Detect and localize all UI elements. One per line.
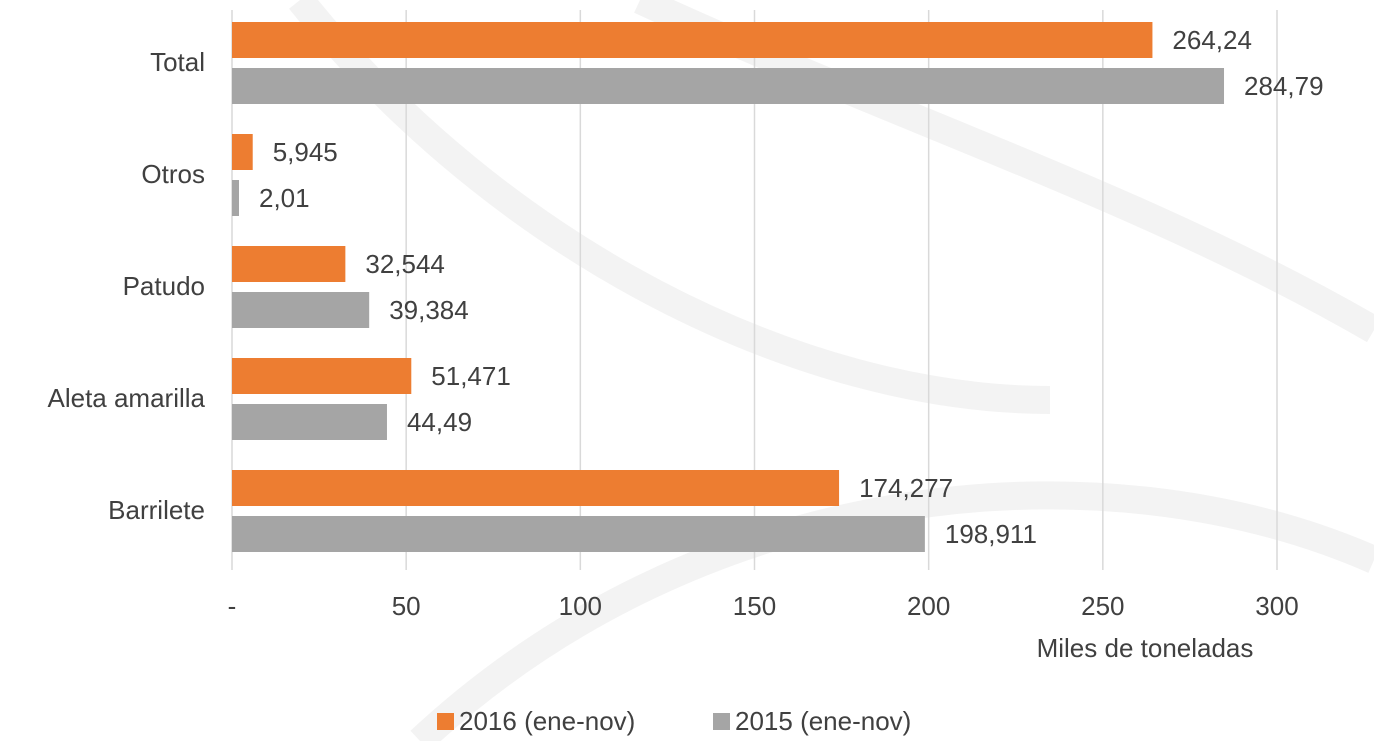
y-tick-label: Barrilete xyxy=(108,495,205,525)
bar xyxy=(232,22,1153,58)
data-label: 32,544 xyxy=(365,249,445,279)
bar xyxy=(232,292,370,328)
legend-label: 2016 (ene-nov) xyxy=(459,706,635,736)
data-label: 2,01 xyxy=(259,183,310,213)
x-tick-label: 50 xyxy=(392,591,421,621)
x-axis-label: Miles de toneladas xyxy=(1037,633,1254,663)
data-label: 174,277 xyxy=(859,473,953,503)
watermark-arc xyxy=(289,0,1051,414)
watermark-arc xyxy=(410,481,1374,741)
bar xyxy=(232,134,253,170)
data-label: 39,384 xyxy=(389,295,469,325)
y-tick-label: Otros xyxy=(141,159,205,189)
data-label: 284,79 xyxy=(1244,71,1324,101)
data-label: 198,911 xyxy=(945,519,1037,549)
bar xyxy=(232,516,925,552)
x-tick-label: 300 xyxy=(1255,591,1298,621)
legend-label: 2015 (ene-nov) xyxy=(735,706,911,736)
legend-swatch xyxy=(437,713,454,730)
bar xyxy=(232,246,346,282)
legend-swatch xyxy=(713,713,730,730)
bar xyxy=(232,470,840,506)
bar xyxy=(232,180,240,216)
data-label: 264,24 xyxy=(1172,25,1252,55)
bar xyxy=(232,68,1225,104)
x-tick-label: 150 xyxy=(733,591,776,621)
data-label: 44,49 xyxy=(407,407,472,437)
data-label: 5,945 xyxy=(273,137,338,167)
y-tick-label: Patudo xyxy=(123,271,205,301)
x-tick-label: 200 xyxy=(907,591,950,621)
data-label: 51,471 xyxy=(431,361,511,391)
y-tick-label: Total xyxy=(150,47,205,77)
y-tick-label: Aleta amarilla xyxy=(47,383,205,413)
bar xyxy=(232,358,412,394)
x-tick-label: - xyxy=(228,591,237,621)
bar xyxy=(232,404,387,440)
x-tick-label: 100 xyxy=(559,591,602,621)
x-tick-label: 250 xyxy=(1081,591,1124,621)
